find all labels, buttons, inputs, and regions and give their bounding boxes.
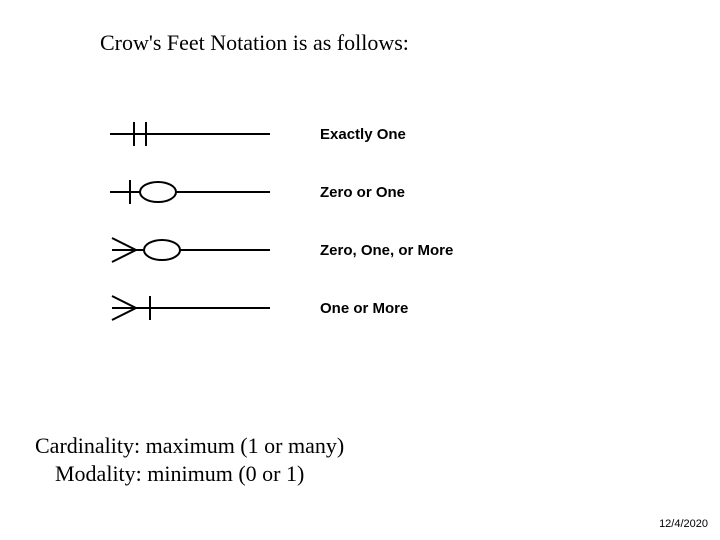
page: Crow's Feet Notation is as follows: Exac… [0,0,720,540]
notation-label: Zero, One, or More [320,242,453,259]
notation-row: Zero, One, or More [110,221,453,279]
footer-text: Cardinality: maximum (1 or many) Modalit… [35,432,344,487]
notation-row: One or More [110,279,453,337]
notation-row: Zero or One [110,163,453,221]
notation-diagram: Exactly One Zero or One [110,105,453,337]
zero-or-one-icon [110,163,270,221]
notation-row: Exactly One [110,105,453,163]
zero-one-or-more-icon [110,221,270,279]
one-or-more-icon [110,279,270,337]
cardinality-line: Cardinality: maximum (1 or many) [35,432,344,460]
notation-label: Zero or One [320,184,405,201]
modality-line: Modality: minimum (0 or 1) [35,460,344,488]
exactly-one-icon [110,105,270,163]
date-label: 12/4/2020 [659,518,708,530]
notation-label: One or More [320,300,408,317]
notation-label: Exactly One [320,126,406,143]
page-title: Crow's Feet Notation is as follows: [100,30,409,56]
